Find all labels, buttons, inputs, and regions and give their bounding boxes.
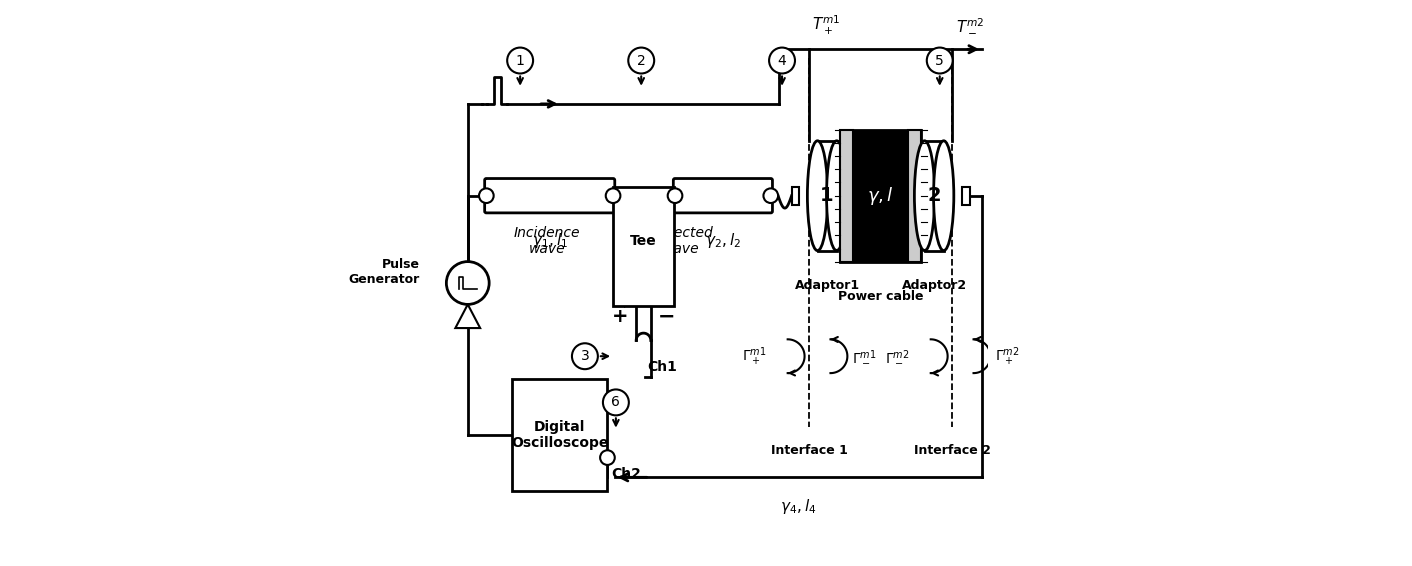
Text: +: +	[613, 307, 628, 326]
Text: $\gamma_1, l_1$: $\gamma_1, l_1$	[532, 231, 568, 250]
Bar	[840, 130, 922, 262]
Ellipse shape	[933, 141, 955, 251]
Text: $\gamma, l$: $\gamma, l$	[867, 185, 894, 207]
Text: Interface 2: Interface 2	[914, 444, 991, 457]
Circle shape	[628, 48, 654, 74]
Circle shape	[926, 48, 953, 74]
Text: 4: 4	[778, 54, 786, 67]
Text: $T_-^{m2}$: $T_-^{m2}$	[956, 17, 984, 34]
Text: Ch1: Ch1	[648, 360, 678, 374]
Text: Power cable: Power cable	[837, 290, 923, 303]
Text: Adaptor2: Adaptor2	[901, 279, 967, 292]
Bar	[925, 141, 943, 251]
FancyBboxPatch shape	[484, 178, 614, 213]
Text: Reflected
wave: Reflected wave	[648, 226, 713, 256]
Ellipse shape	[808, 141, 827, 251]
Circle shape	[479, 188, 494, 203]
FancyBboxPatch shape	[674, 178, 772, 213]
Text: 6: 6	[611, 396, 620, 409]
Circle shape	[603, 389, 628, 415]
Ellipse shape	[915, 141, 935, 251]
Text: −: −	[658, 307, 675, 327]
Bar	[511, 379, 607, 491]
Circle shape	[507, 48, 534, 74]
Text: Pulse
Generator: Pulse Generator	[349, 258, 419, 286]
Text: $\gamma_4, l_4$: $\gamma_4, l_4$	[781, 497, 816, 516]
Text: $\gamma_2, l_2$: $\gamma_2, l_2$	[705, 231, 741, 250]
Bar	[962, 187, 970, 205]
Bar	[908, 130, 922, 262]
Text: $T_+^{m1}$: $T_+^{m1}$	[812, 14, 842, 37]
Text: 5: 5	[935, 54, 945, 67]
Bar	[792, 187, 799, 205]
Circle shape	[446, 261, 489, 305]
Bar	[840, 130, 853, 262]
Text: $\Gamma_-^{m1}$: $\Gamma_-^{m1}$	[851, 348, 877, 365]
Text: $\Gamma_+^{m1}$: $\Gamma_+^{m1}$	[741, 345, 767, 367]
Text: $\gamma_3, l_3$: $\gamma_3, l_3$	[620, 276, 638, 310]
Polygon shape	[455, 305, 480, 328]
Circle shape	[770, 48, 795, 74]
Circle shape	[606, 188, 620, 203]
Circle shape	[764, 188, 778, 203]
Circle shape	[668, 188, 682, 203]
Text: 2: 2	[928, 186, 940, 205]
Text: Digital
Oscilloscope: Digital Oscilloscope	[511, 420, 609, 450]
Text: 3: 3	[580, 349, 589, 363]
Text: 1: 1	[820, 186, 834, 205]
Text: Adaptor1: Adaptor1	[795, 279, 860, 292]
Ellipse shape	[826, 141, 847, 251]
Text: 2: 2	[637, 54, 645, 67]
Text: $\Gamma_-^{m2}$: $\Gamma_-^{m2}$	[885, 348, 909, 365]
Text: Interface 1: Interface 1	[771, 444, 847, 457]
Text: Incidence
wave: Incidence wave	[514, 226, 580, 256]
Circle shape	[572, 343, 597, 369]
Text: 1: 1	[515, 54, 525, 67]
Text: Tee: Tee	[630, 234, 657, 248]
Text: $\Gamma_+^{m2}$: $\Gamma_+^{m2}$	[995, 345, 1019, 367]
Bar	[818, 141, 837, 251]
Text: Ch2: Ch2	[611, 468, 641, 482]
Bar	[613, 187, 674, 306]
Circle shape	[600, 451, 614, 465]
